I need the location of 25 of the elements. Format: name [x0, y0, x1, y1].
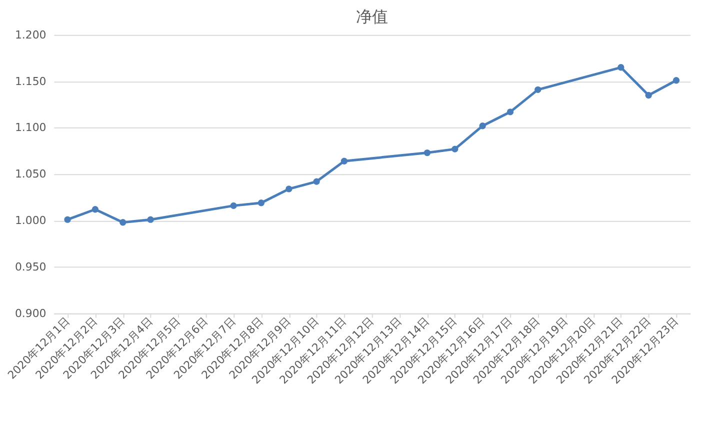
y-tick-label: 1.050	[14, 168, 46, 181]
y-tick-label: 1.150	[14, 74, 46, 88]
point	[452, 146, 458, 152]
y-tick-label: 1.000	[14, 214, 46, 228]
point	[534, 86, 542, 93]
point	[147, 216, 154, 223]
point	[645, 92, 652, 99]
point	[286, 186, 292, 192]
point	[618, 64, 624, 71]
point	[258, 200, 265, 206]
point	[313, 178, 320, 185]
point	[64, 216, 71, 223]
y-tick-label: 0.900	[14, 306, 46, 320]
point	[340, 158, 348, 164]
point	[230, 202, 237, 210]
y-tick-label: 1.100	[14, 121, 46, 134]
y-tick-label: 1.200	[14, 28, 46, 42]
point	[424, 149, 431, 156]
point	[92, 206, 99, 213]
point	[672, 77, 680, 84]
point	[120, 219, 126, 226]
chart-title: 净值	[356, 6, 388, 26]
y-tick-label: 0.950	[14, 260, 46, 274]
point	[479, 122, 486, 130]
point	[506, 108, 514, 116]
